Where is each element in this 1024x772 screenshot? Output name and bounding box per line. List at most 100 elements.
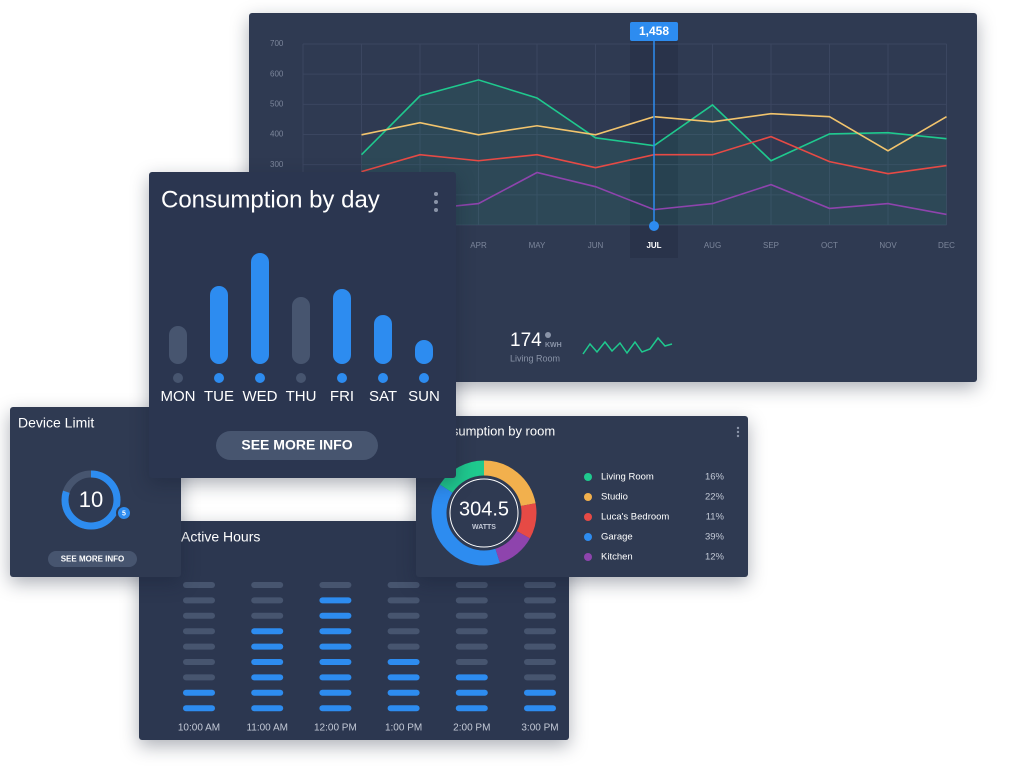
x-tick-label: OCT xyxy=(821,241,838,250)
active-hours-card: Active Hours 10:00 AM 11:00 AM 12:00 PM 1:0… xyxy=(139,521,569,740)
idle-slot xyxy=(387,612,420,619)
x-tick-label: MAY xyxy=(529,241,546,250)
menu-dot[interactable] xyxy=(736,426,740,430)
idle-slot xyxy=(455,659,488,665)
active-slot xyxy=(319,689,352,696)
legend-label: Studio xyxy=(601,492,628,503)
idle-slot xyxy=(455,582,488,588)
active-slot xyxy=(319,705,352,712)
x-tick-label: 12:00 PM xyxy=(314,723,357,734)
active-slot xyxy=(524,689,556,696)
button-label[interactable]: SEE MORE INFO xyxy=(61,555,125,564)
x-tick-label: SEP xyxy=(763,241,779,250)
legend-label: Living Room xyxy=(601,472,654,483)
bar-dot xyxy=(214,373,224,383)
active-slot xyxy=(183,705,215,712)
bar xyxy=(210,286,228,364)
active-slot xyxy=(524,705,556,712)
bar-dot xyxy=(378,373,388,383)
button-label[interactable]: SEE MORE INFO xyxy=(241,437,352,453)
active-slot xyxy=(387,674,420,681)
button[interactable] xyxy=(216,431,378,460)
active-slot xyxy=(251,705,284,712)
button[interactable] xyxy=(48,551,137,567)
legend-value: 22% xyxy=(705,492,725,503)
idle-slot xyxy=(455,597,488,604)
bar-dot xyxy=(296,373,306,383)
line xyxy=(419,171,947,216)
idle-slot xyxy=(524,674,556,681)
x-tick-label: WED xyxy=(243,388,278,405)
bar xyxy=(169,326,187,364)
x-tick-label: NOV xyxy=(879,241,897,250)
active-slot xyxy=(251,659,284,665)
active-slot xyxy=(319,643,352,650)
x-tick-label: 3:00 PM xyxy=(521,723,558,734)
x-tick-label: JUN xyxy=(588,241,604,250)
menu-dot[interactable] xyxy=(736,434,740,438)
x-tick-label: THU xyxy=(286,388,317,405)
ring-progress xyxy=(61,470,121,530)
legend-value: 39% xyxy=(705,532,725,543)
idle-slot xyxy=(455,612,488,619)
tooltip xyxy=(630,22,678,41)
active-slot xyxy=(319,597,352,604)
stat-unit: KWH xyxy=(545,342,562,349)
active-slot xyxy=(387,705,420,712)
x-tick-label: 10:00 AM xyxy=(178,723,220,734)
idle-slot xyxy=(251,597,284,604)
idle-slot xyxy=(183,582,215,588)
idle-slot xyxy=(251,612,284,619)
legend-label: Garage xyxy=(601,532,633,543)
donut-segment xyxy=(431,460,537,566)
idle-slot xyxy=(183,674,215,681)
menu-dot[interactable] xyxy=(434,200,438,204)
badge-label: 5 xyxy=(122,510,126,517)
active-slot xyxy=(319,628,352,635)
active-slot xyxy=(183,689,215,696)
idle-slot xyxy=(183,628,215,635)
idle-slot xyxy=(387,597,420,604)
tooltip-label: 1,458 xyxy=(639,24,669,38)
bar xyxy=(415,340,433,364)
menu-dot[interactable] xyxy=(434,192,438,196)
menu-dot[interactable] xyxy=(434,208,438,212)
active-slot xyxy=(251,643,284,650)
idle-slot xyxy=(251,582,284,588)
donut-segment xyxy=(431,460,537,566)
x-tick-label: FRI xyxy=(330,388,354,405)
x-tick-label: MON xyxy=(161,388,196,405)
idle-slot xyxy=(183,597,215,604)
x-tick-label: APR xyxy=(470,241,487,250)
y-tick-label: 700 xyxy=(270,39,284,48)
room-chart: Consumption by room 304.5 WATTS Living Roo… xyxy=(428,423,740,566)
idle-slot xyxy=(183,612,215,619)
sparkline xyxy=(582,336,673,355)
card-title: Device Limit xyxy=(18,415,94,431)
active-slot xyxy=(319,612,352,619)
limit-value: 10 xyxy=(79,487,103,512)
y-tick-label: 400 xyxy=(270,130,284,139)
card-title: Consumption by day xyxy=(161,186,380,213)
idle-slot xyxy=(387,643,420,650)
idle-slot xyxy=(524,659,556,665)
legend-dot xyxy=(584,513,592,521)
day-card: Consumption by day MON TUE WED THU FRI SAT SUN… xyxy=(149,172,456,478)
x-tick-label: 1:00 PM xyxy=(385,723,422,734)
idle-slot xyxy=(524,597,556,604)
device-limit: Device Limit 10 5 SEE MORE INFO xyxy=(18,415,137,567)
menu-dot[interactable] xyxy=(736,430,740,434)
active-slot xyxy=(251,674,284,681)
room-card: Consumption by room 304.5 WATTS Living Roo… xyxy=(416,416,748,577)
idle-slot xyxy=(455,643,488,650)
line-chart: 100200300400500600700APRMAYJUNJULAUGSEPO… xyxy=(270,22,955,363)
idle-slot xyxy=(319,582,352,588)
x-tick-label: 2:00 PM xyxy=(453,723,490,734)
idle-slot xyxy=(524,612,556,619)
x-tick-label: SUN xyxy=(408,388,440,405)
legend-dot xyxy=(584,473,592,481)
legend-dot xyxy=(584,553,592,561)
donut-segment xyxy=(431,460,537,566)
cursor-dot xyxy=(649,221,659,231)
